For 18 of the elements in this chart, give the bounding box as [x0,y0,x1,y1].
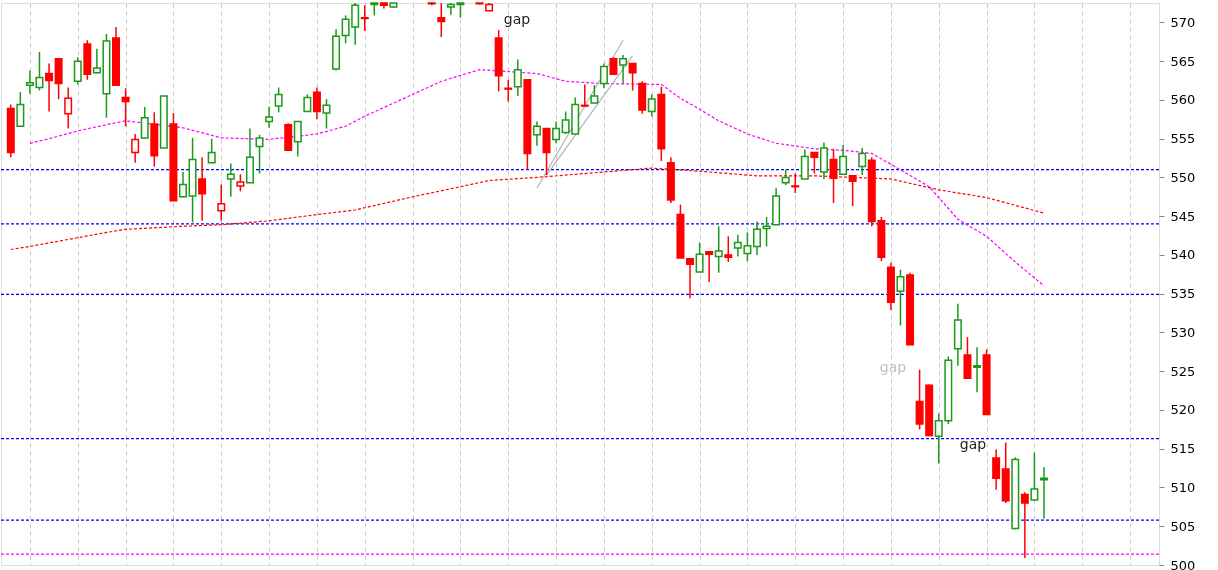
y-tick-label: 560 [1170,92,1196,108]
y-tick-label: 540 [1170,247,1196,263]
y-tick-label: 535 [1170,286,1196,302]
y-tick-label: 510 [1170,479,1196,495]
y-tick-label: 500 [1170,557,1196,570]
y-tick-label: 525 [1170,363,1196,379]
y-tick-label: 570 [1170,14,1196,30]
y-tick-label: 515 [1170,441,1196,457]
annotation: gap [959,436,987,452]
annotation: gap [503,11,531,27]
y-tick-label: 520 [1170,402,1196,418]
y-tick-label: 505 [1170,518,1196,534]
annotation: gap [879,359,907,375]
y-tick-label: 565 [1170,53,1196,69]
y-tick-label: 545 [1170,208,1196,224]
y-tick-label: 550 [1170,169,1196,185]
y-tick-label: 555 [1170,131,1196,147]
y-tick-label: 530 [1170,324,1196,340]
